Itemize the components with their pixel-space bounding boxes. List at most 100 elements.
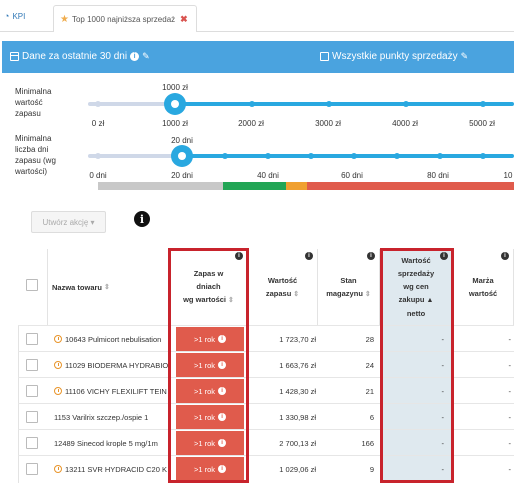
col-stock-value-header[interactable]: i Wartość zapasu ⇕ [248, 249, 318, 325]
info-icon[interactable]: i [218, 439, 227, 447]
slider2-track-active[interactable] [182, 154, 514, 158]
calendar-icon [10, 52, 19, 61]
sort-icon[interactable]: ⇕ [364, 290, 371, 298]
edit-icon[interactable]: ✎ [460, 51, 469, 61]
sales-value-cell: - [441, 334, 445, 344]
product-name-cell[interactable]: 11029 BIODERMA HYDRABIO [54, 352, 170, 378]
slider1-track-inactive[interactable] [88, 102, 175, 106]
highlight-sales-value-column [380, 248, 454, 483]
header-line-text: wg cen [403, 282, 429, 291]
row-checkbox[interactable] [26, 437, 38, 449]
slider2-handle[interactable] [171, 145, 193, 167]
header-line: Wartość [267, 275, 298, 285]
info-icon[interactable]: i [440, 252, 448, 260]
table-row[interactable]: 11029 BIODERMA HYDRABIO >1 rok i 1 663,76 z… [18, 351, 514, 377]
stock-days-value: >1 rok [193, 386, 216, 396]
col-margin-header[interactable]: i Marża wartość [453, 249, 514, 325]
sort-asc-icon[interactable]: ▲ [426, 297, 434, 304]
table-row[interactable]: 10643 Pulmicort nebulisation >1 rok i 1 723… [18, 325, 514, 351]
select-all-checkbox[interactable] [26, 279, 38, 291]
info-icon[interactable]: i [367, 252, 375, 260]
table-row[interactable]: 13211 SVR HYDRACID C20 K >1 rok i 1 029,06 … [18, 455, 514, 481]
slider2-tick-label: 80 dni [427, 171, 449, 180]
range-band-red [307, 182, 514, 190]
pie-chart-icon: ◔ [4, 11, 10, 21]
header-line: zakupu ▲ [398, 293, 434, 307]
clock-icon [54, 361, 62, 369]
header-line: wg wartości ⇕ [183, 293, 234, 307]
slider2-tick [308, 153, 314, 159]
create-action-button[interactable]: Utwórz akcję ▾ [31, 211, 106, 233]
info-icon[interactable]: i [130, 52, 140, 61]
tab-kpi[interactable]: ◔ KPI [4, 5, 25, 27]
margin-cell: - [508, 360, 512, 370]
table-row[interactable]: 11106 VICHY FLEXILIFT TEIN >1 rok i 1 428,3… [18, 377, 514, 403]
sort-icon[interactable]: ⇕ [104, 283, 110, 291]
info-icon[interactable]: i [218, 413, 227, 421]
row-checkbox[interactable] [26, 359, 38, 371]
col-name-header[interactable]: Nazwa towaru ⇕ [48, 249, 170, 325]
header-line: Wartość [401, 256, 431, 265]
product-name-cell[interactable]: 1153 Varilrix szczep./ospie 1 [54, 404, 170, 430]
sort-icon[interactable]: ⇕ [293, 290, 300, 298]
col-stock-days-header[interactable]: i Zapas w dniach wg wartości ⇕ [170, 249, 248, 325]
row-checkbox[interactable] [26, 463, 38, 475]
slider1-track-active[interactable] [175, 102, 514, 106]
product-name: 1153 Varilrix szczep./ospie 1 [54, 412, 149, 422]
label-line: wartość [15, 98, 43, 107]
sales-value-cell: - [441, 438, 445, 448]
product-name: 11029 BIODERMA HYDRABIO [65, 360, 169, 370]
product-name-cell[interactable]: 11106 VICHY FLEXILIFT TEIN [54, 378, 170, 404]
col-header-text: Wartość zapasu ⇕ [248, 249, 317, 325]
info-icon[interactable]: i [218, 361, 227, 369]
header-line-text: magazynu [326, 288, 363, 298]
row-checkbox[interactable] [26, 333, 38, 345]
slider1-tick-label: 5000 zł [469, 119, 495, 128]
min-stock-days-label: Minimalna liczba dni zapasu (wg wartości… [15, 133, 56, 177]
slider1-handle[interactable] [164, 93, 186, 115]
clock-icon [54, 387, 62, 395]
slider2-tick [265, 153, 271, 159]
tab-bar: ◔ KPI ★ Top 1000 najniższa sprzedaż ✖ [0, 0, 514, 32]
info-icon[interactable]: i [134, 211, 150, 227]
row-checkbox[interactable] [26, 385, 38, 397]
min-stock-value-label: Minimalna wartość zapasu [15, 86, 51, 119]
info-icon[interactable]: i [218, 465, 227, 473]
info-icon[interactable]: i [501, 252, 509, 260]
info-icon[interactable]: i [218, 387, 227, 395]
margin-cell: - [508, 412, 512, 422]
row-checkbox[interactable] [26, 411, 38, 423]
stock-value-cell: 2 700,13 zł [279, 438, 316, 448]
stock-value-cell: 1 723,70 zł [279, 334, 316, 344]
stock-days-value: >1 rok [193, 360, 216, 370]
product-name-cell[interactable]: 12489 Sinecod krople 5 mg/1m [54, 430, 170, 456]
tab-top-1000[interactable]: ★ Top 1000 najniższa sprzedaż ✖ [53, 5, 197, 32]
slider2-tick [394, 153, 400, 159]
table-row[interactable]: 12489 Sinecod krople 5 mg/1m >1 rok i 2 700… [18, 429, 514, 455]
range-band-gray [98, 182, 223, 190]
stock-value-cell: 1 330,98 zł [279, 412, 316, 422]
product-name: 12489 Sinecod krople 5 mg/1m [54, 438, 158, 448]
info-icon[interactable]: i [305, 252, 313, 260]
header-line: dniach [196, 282, 221, 291]
points-filter[interactable]: Wszystkie punkty sprzedaży ✎ [320, 51, 468, 62]
header-line: wg cen [398, 280, 434, 293]
edit-icon[interactable]: ✎ [142, 51, 150, 61]
sort-icon[interactable]: ⇕ [228, 297, 234, 304]
table-row[interactable]: 1153 Varilrix szczep./ospie 1 >1 rok i 1 33… [18, 403, 514, 429]
slider1-tick-label: 2000 zł [238, 119, 264, 128]
stock-days-badge: >1 rok i [176, 327, 244, 351]
col-stock-qty-header[interactable]: i Stan magazynu ⇕ [318, 249, 380, 325]
stock-qty-cell: 24 [365, 360, 374, 370]
info-icon[interactable]: i [235, 252, 243, 260]
product-name-cell[interactable]: 10643 Pulmicort nebulisation [54, 326, 170, 352]
margin-cell: - [508, 386, 512, 396]
slider2-track-inactive[interactable] [88, 154, 182, 158]
info-icon[interactable]: i [218, 335, 227, 343]
product-name-cell[interactable]: 13211 SVR HYDRACID C20 K [54, 456, 170, 482]
close-tab-icon[interactable]: ✖ [180, 13, 188, 24]
label-line: zapasu [15, 109, 41, 118]
header-line: Stan [340, 275, 357, 285]
period-filter[interactable]: Dane za ostatnie 30 dni i ✎ [10, 51, 150, 62]
col-sales-value-header[interactable]: i Wartość sprzedaży wg cen zakupu ▲ netto [380, 249, 453, 325]
